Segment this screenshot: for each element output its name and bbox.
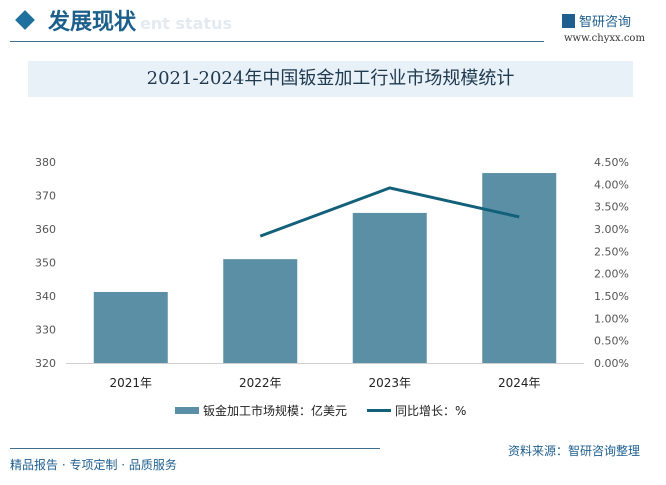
section-subtitle: ent status bbox=[140, 14, 232, 33]
y-left-tick-label: 360 bbox=[35, 223, 56, 236]
legend-item-bar: 钣金加工市场规模：亿美元 bbox=[175, 402, 347, 419]
bar bbox=[482, 173, 557, 363]
bar bbox=[223, 259, 298, 363]
y-right-tick-label: 0.50% bbox=[594, 335, 629, 348]
bar bbox=[352, 212, 427, 363]
y-right-tick-label: 4.00% bbox=[594, 178, 629, 191]
x-tick-label: 2021年 bbox=[109, 376, 152, 390]
logo-mark-icon bbox=[562, 13, 575, 28]
y-right-tick-label: 1.50% bbox=[594, 290, 629, 303]
y-left-tick-label: 320 bbox=[35, 357, 56, 370]
y-right-tick-label: 2.50% bbox=[594, 245, 629, 258]
chart-title-band bbox=[28, 61, 633, 97]
legend-line-swatch bbox=[367, 409, 392, 412]
y-right-tick-label: 4.50% bbox=[594, 156, 629, 169]
x-tick-label: 2022年 bbox=[239, 376, 282, 390]
y-right-tick-label: 2.00% bbox=[594, 268, 629, 281]
legend: 钣金加工市场规模：亿美元 同比增长：% bbox=[175, 402, 466, 419]
x-tick-label: 2024年 bbox=[498, 376, 541, 390]
chart-title: 2021-2024年中国钣金加工行业市场规模统计 bbox=[146, 68, 515, 89]
bar bbox=[93, 291, 168, 363]
y-right-tick-label: 3.00% bbox=[594, 223, 629, 236]
legend-line-label: 同比增长：% bbox=[395, 404, 467, 418]
y-right-tick-label: 1.00% bbox=[594, 312, 629, 325]
logo-url: www.chyxx.com bbox=[564, 33, 645, 44]
footer-divider bbox=[10, 448, 380, 449]
footer-slogan: 精品报告 · 专项定制 · 品质服务 bbox=[10, 458, 177, 472]
y-left-tick-label: 340 bbox=[35, 290, 56, 303]
y-left-tick-label: 370 bbox=[35, 190, 56, 203]
section-title: 发展现状 bbox=[48, 9, 137, 35]
growth-line bbox=[259, 186, 520, 238]
y-left-tick-label: 380 bbox=[35, 156, 56, 169]
footer-source: 资料来源：智研咨询整理 bbox=[508, 444, 641, 458]
y-left-tick-label: 330 bbox=[35, 324, 56, 337]
x-tick-label: 2023年 bbox=[368, 376, 411, 390]
y-right-tick-label: 3.50% bbox=[594, 201, 629, 214]
y-right-tick-label: 0.00% bbox=[594, 357, 629, 370]
legend-bar-label: 钣金加工市场规模：亿美元 bbox=[203, 404, 348, 418]
legend-bar-swatch bbox=[175, 407, 199, 414]
logo-text: 智研咨询 bbox=[579, 15, 632, 30]
legend-item-line: 同比增长：% bbox=[367, 402, 466, 419]
brand-logo: 智研咨询 bbox=[562, 11, 631, 30]
header-divider bbox=[10, 41, 544, 42]
y-left-tick-label: 350 bbox=[35, 257, 56, 270]
